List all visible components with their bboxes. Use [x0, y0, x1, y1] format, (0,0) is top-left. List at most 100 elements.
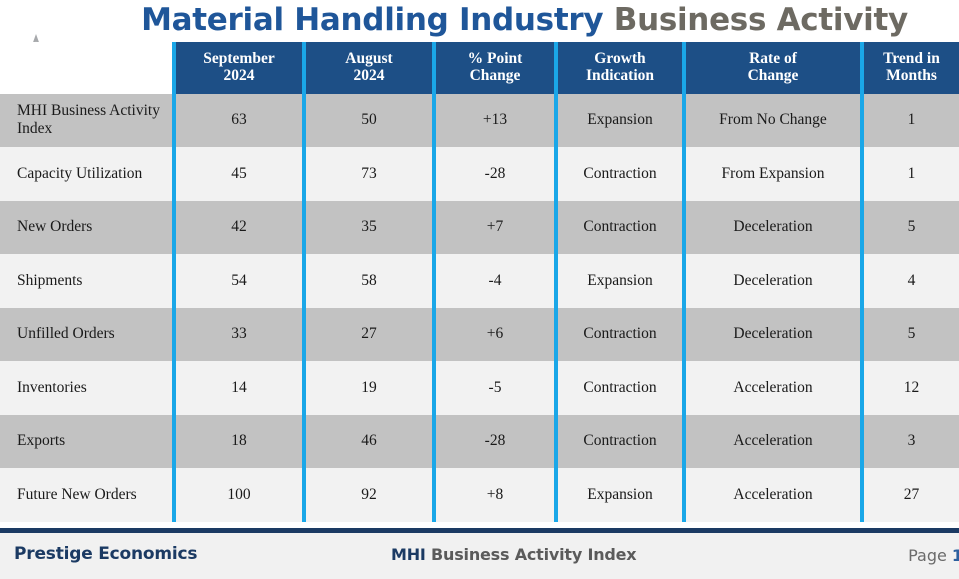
cell-trend-in-months: 12 [860, 361, 959, 415]
cell-august-2024: 19 [302, 361, 434, 415]
cell-growth-indication: Contraction [554, 307, 684, 362]
cell-growth-indication: Expansion [554, 254, 684, 308]
row-label: Shipments [0, 254, 174, 308]
cell-august-2024: 27 [302, 307, 434, 362]
row-label: Future New Orders [0, 468, 174, 522]
cell-rate-of-change: Deceleration [682, 200, 862, 255]
footer-page-label: Page [908, 546, 947, 565]
page-title-primary: Material Handling Industry [141, 2, 614, 38]
business-activity-table-wrapper: September 2024 August 2024 % Point Chang… [0, 42, 959, 530]
row-label: MHI Business Activity Index [0, 93, 174, 148]
page-footer: Prestige Economics MHI Business Activity… [0, 533, 959, 579]
row-label: Unfilled Orders [0, 307, 174, 362]
cell-growth-indication: Expansion [554, 93, 684, 148]
cell-september-2024: 33 [172, 307, 304, 362]
cell-trend-in-months: 5 [860, 200, 959, 255]
cell-rate-of-change: Acceleration [682, 468, 862, 522]
cell-rate-of-change: From No Change [682, 93, 862, 148]
column-header-line2: Months [886, 67, 937, 85]
cell-growth-indication: Contraction [554, 200, 684, 255]
table-row: Exports 18 46 -28 Contraction Accelerati… [0, 414, 959, 469]
cell-trend-in-months: 3 [860, 414, 959, 469]
cell-august-2024: 92 [302, 468, 434, 522]
table-row: Future New Orders 100 92 +8 Expansion Ac… [0, 468, 959, 522]
cell-rate-of-change: Deceleration [682, 307, 862, 362]
cell-september-2024: 54 [172, 254, 304, 308]
cell-pct-point-change: +13 [432, 93, 556, 148]
table-row: MHI Business Activity Index 63 50 +13 Ex… [0, 93, 959, 148]
cell-trend-in-months: 1 [860, 147, 959, 201]
table-row: Unfilled Orders 33 27 +6 Contraction Dec… [0, 307, 959, 362]
cell-september-2024: 100 [172, 468, 304, 522]
column-header-august-2024: August 2024 [302, 42, 434, 94]
footer-divider [0, 528, 959, 533]
cell-growth-indication: Contraction [554, 414, 684, 469]
footer-report-title-brand: MHI [391, 545, 432, 564]
table-row: New Orders 42 35 +7 Contraction Decelera… [0, 200, 959, 255]
cell-august-2024: 58 [302, 254, 434, 308]
row-label: Capacity Utilization [0, 147, 174, 201]
cell-september-2024: 42 [172, 200, 304, 255]
cell-rate-of-change: Acceleration [682, 414, 862, 469]
cell-august-2024: 46 [302, 414, 434, 469]
cell-growth-indication: Contraction [554, 361, 684, 415]
column-header-line2: Change [747, 67, 799, 85]
row-label: New Orders [0, 200, 174, 255]
table-row: Inventories 14 19 -5 Contraction Acceler… [0, 361, 959, 415]
cell-trend-in-months: 1 [860, 93, 959, 148]
column-header-line1: Rate of [749, 50, 797, 67]
cell-trend-in-months: 4 [860, 254, 959, 308]
footer-page-indicator: Page 1 [908, 546, 959, 565]
cell-pct-point-change: +7 [432, 200, 556, 255]
page-title-secondary: Business Activity [613, 2, 908, 38]
column-header-line2: Indication [585, 67, 655, 85]
column-header-metric [0, 42, 174, 94]
column-header-rate-of-change: Rate of Change [682, 42, 862, 94]
cell-trend-in-months: 27 [860, 468, 959, 522]
cell-august-2024: 50 [302, 93, 434, 148]
cell-pct-point-change: -28 [432, 414, 556, 469]
column-header-pct-point-change: % Point Change [432, 42, 556, 94]
cell-growth-indication: Expansion [554, 468, 684, 522]
footer-report-title-text: Business Activity Index [431, 545, 637, 564]
column-header-september-2024: September 2024 [172, 42, 304, 94]
row-label: Inventories [0, 361, 174, 415]
cell-pct-point-change: -5 [432, 361, 556, 415]
table-row: Capacity Utilization 45 73 -28 Contracti… [0, 147, 959, 201]
cell-september-2024: 45 [172, 147, 304, 201]
column-header-line2: 2024 [223, 67, 255, 85]
footer-company-name: Prestige Economics [14, 544, 198, 564]
cell-growth-indication: Contraction [554, 147, 684, 201]
table-header: September 2024 August 2024 % Point Chang… [0, 42, 959, 94]
cell-september-2024: 63 [172, 93, 304, 148]
cell-trend-in-months: 5 [860, 307, 959, 362]
cell-september-2024: 18 [172, 414, 304, 469]
column-header-line1: August [345, 50, 393, 67]
cell-august-2024: 73 [302, 147, 434, 201]
cell-pct-point-change: -4 [432, 254, 556, 308]
footer-page-number: 1 [951, 546, 959, 565]
column-header-line2: Change [469, 67, 521, 85]
page-title: Material Handling Industry Business Acti… [0, 0, 959, 40]
cell-rate-of-change: Deceleration [682, 254, 862, 308]
column-header-growth-indication: Growth Indication [554, 42, 684, 94]
cell-august-2024: 35 [302, 200, 434, 255]
cell-rate-of-change: From Expansion [682, 147, 862, 201]
column-header-line1: % Point [467, 50, 523, 67]
table-row: Shipments 54 58 -4 Expansion Deceleratio… [0, 254, 959, 308]
column-header-trend-in-months: Trend in Months [860, 42, 959, 94]
cell-rate-of-change: Acceleration [682, 361, 862, 415]
cell-pct-point-change: -28 [432, 147, 556, 201]
column-header-line1: Growth [594, 50, 646, 67]
row-label: Exports [0, 414, 174, 469]
column-header-line1: Trend in [883, 50, 940, 67]
cell-september-2024: 14 [172, 361, 304, 415]
table-header-row: September 2024 August 2024 % Point Chang… [0, 42, 959, 94]
cell-pct-point-change: +8 [432, 468, 556, 522]
column-header-line2: 2024 [353, 67, 385, 85]
cell-pct-point-change: +6 [432, 307, 556, 362]
footer-report-title: MHI Business Activity Index [391, 545, 637, 564]
table-body: MHI Business Activity Index 63 50 +13 Ex… [0, 93, 959, 522]
column-header-line1: September [203, 50, 275, 67]
